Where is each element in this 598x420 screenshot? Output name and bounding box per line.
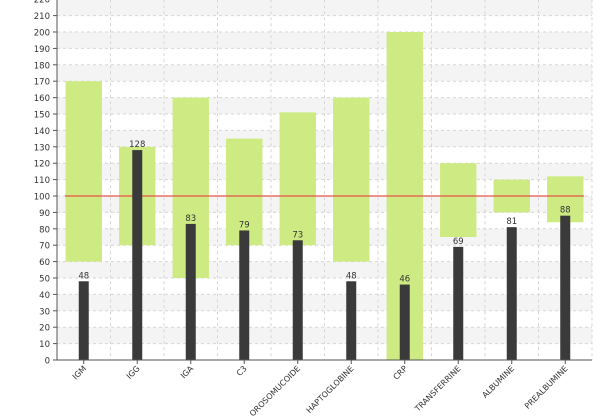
grid-band	[57, 32, 592, 49]
x-tick-label: OROSOMUCOIDE	[248, 364, 302, 416]
value-bar	[239, 230, 250, 360]
value-bar	[78, 281, 89, 360]
y-tick-label: 200	[34, 29, 50, 39]
y-tick-label: 0	[45, 357, 50, 367]
value-bar	[346, 281, 357, 360]
y-tick-label: 140	[34, 127, 50, 137]
value-bar	[453, 246, 464, 360]
y-tick-label: 120	[34, 160, 50, 170]
range-bar	[279, 112, 316, 246]
grid-band	[57, 97, 592, 114]
value-bar	[185, 223, 196, 360]
range-bar	[333, 97, 370, 262]
range-bar	[65, 81, 102, 262]
y-tick-label: 80	[39, 225, 50, 235]
y-tick-label: 210	[34, 12, 50, 22]
x-tick-labels: IGM IGG IGA C3 OROSOMUCOIDE HAPTOGLOBINE CRP TR…	[71, 364, 570, 419]
data-label: 73	[292, 230, 303, 240]
range-bar	[226, 138, 263, 246]
y-tick-label: 180	[34, 61, 50, 71]
value-bar	[560, 215, 571, 360]
x-tick-label: IGA	[179, 364, 196, 381]
x-tick-label: CRP	[392, 364, 410, 382]
y-tick-label: 60	[39, 258, 50, 268]
y-tick-label: 20	[39, 324, 50, 334]
axes	[53, 0, 592, 364]
y-tick-label: 150	[34, 111, 50, 121]
data-label: 69	[453, 237, 464, 247]
y-tick-label: 100	[34, 193, 50, 203]
data-label: 81	[506, 217, 517, 227]
y-tick-labels: 0 10 20 30 40 50 60 70 80 90 100 110 120 130 140 150 160…	[34, 0, 50, 367]
value-bar	[292, 240, 303, 360]
y-tick-label: 160	[34, 94, 50, 104]
data-label: 48	[78, 271, 89, 281]
y-tick-label: 30	[39, 307, 50, 317]
x-tick-label: PREALBUMINE	[523, 364, 570, 411]
x-tick-label: ALBUMINE	[480, 364, 516, 400]
y-tick-label: 40	[39, 291, 50, 301]
value-bars	[78, 150, 571, 360]
y-tick-label: 190	[34, 45, 50, 55]
data-labels: 48 128 83 79 73 48 46 69 81 88	[78, 140, 570, 284]
y-tick-label: 50	[39, 275, 50, 285]
value-bar	[399, 284, 410, 360]
y-tick-label: 90	[39, 209, 50, 219]
data-label: 83	[185, 214, 196, 224]
data-label: 46	[399, 275, 410, 285]
range-bar	[547, 176, 584, 223]
x-tick-label: TRANSFERRINE	[413, 364, 463, 414]
y-tick-label: 110	[34, 176, 50, 186]
y-tick-label: 130	[34, 143, 50, 153]
y-tick-label: 70	[39, 242, 50, 252]
x-tick-label: IGM	[71, 364, 88, 381]
y-tick-label: 170	[34, 78, 50, 88]
data-label: 128	[129, 140, 145, 150]
data-label: 79	[239, 220, 250, 230]
data-label: 88	[560, 206, 571, 216]
data-label: 48	[346, 271, 357, 281]
x-tick-label: IGG	[125, 364, 142, 381]
range-bar	[440, 163, 477, 237]
y-tick-label: 220	[34, 0, 50, 6]
y-tick-label: 10	[39, 340, 50, 350]
x-tick-label: HAPTOGLOBINE	[305, 364, 356, 415]
value-bar	[506, 227, 517, 360]
x-tick-label: C3	[235, 364, 249, 378]
value-bar	[132, 150, 143, 360]
